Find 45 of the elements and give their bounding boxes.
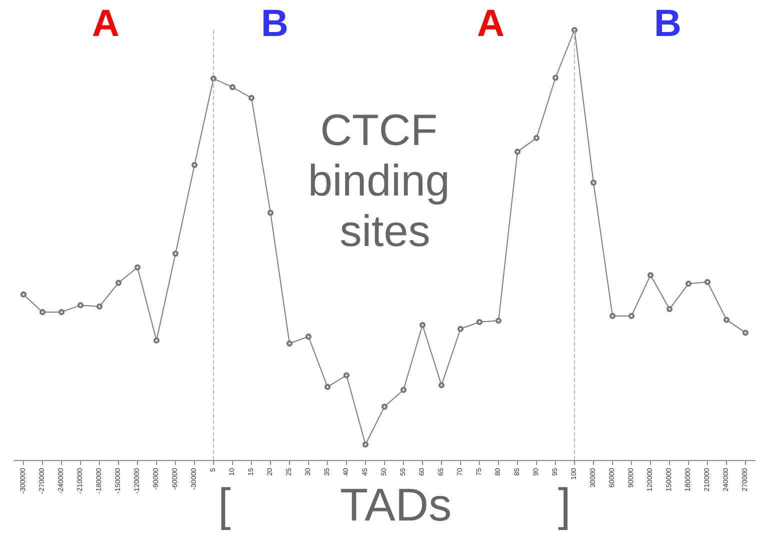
point xyxy=(742,330,748,336)
point xyxy=(362,442,368,448)
point xyxy=(610,312,616,319)
point xyxy=(628,312,634,319)
point xyxy=(192,162,198,168)
point xyxy=(248,94,254,101)
point xyxy=(96,303,102,310)
point xyxy=(134,264,140,270)
point xyxy=(116,280,122,286)
point xyxy=(514,148,520,155)
point xyxy=(666,306,672,312)
point xyxy=(534,134,540,141)
point xyxy=(686,280,692,287)
point xyxy=(648,272,654,278)
point xyxy=(20,291,26,298)
point xyxy=(154,337,160,344)
text: TADs xyxy=(340,478,452,530)
annotation: A xyxy=(477,2,504,45)
point xyxy=(400,386,406,393)
point xyxy=(268,210,274,216)
point xyxy=(476,318,482,325)
point xyxy=(58,309,64,316)
point xyxy=(496,318,502,324)
annotation: CTCF binding sites xyxy=(308,106,462,256)
point xyxy=(344,372,350,378)
point xyxy=(552,74,558,81)
annotation: B xyxy=(654,2,682,45)
point xyxy=(704,278,710,285)
point xyxy=(420,322,426,328)
point xyxy=(590,180,596,186)
text: ] xyxy=(558,478,571,530)
point xyxy=(172,250,178,257)
point xyxy=(324,384,330,390)
point xyxy=(230,84,236,90)
point xyxy=(724,316,730,323)
text: [ xyxy=(218,478,231,530)
point xyxy=(78,302,84,308)
point xyxy=(286,340,292,346)
point xyxy=(40,309,46,316)
annotation: B xyxy=(261,2,288,45)
point xyxy=(458,326,464,332)
annotation: A xyxy=(92,2,120,45)
point xyxy=(306,334,312,340)
point xyxy=(382,404,388,410)
point xyxy=(438,382,444,388)
